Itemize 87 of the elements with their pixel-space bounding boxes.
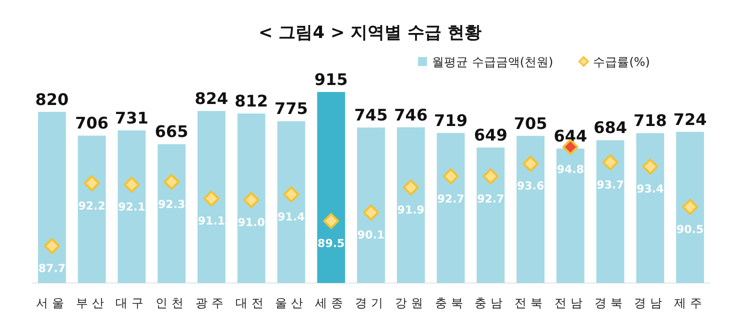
data-label: 824	[194, 88, 228, 108]
point	[363, 204, 379, 221]
x-tick-label: 제주	[674, 296, 706, 310]
data-label: 94.8	[556, 163, 584, 176]
data-label: 665	[154, 122, 188, 142]
x-tick-label: 울산	[275, 296, 308, 310]
data-label: 684	[594, 118, 627, 138]
data-label: 718	[633, 111, 667, 130]
x-tick-label: 부산	[76, 296, 108, 310]
data-label: 91.0	[238, 216, 266, 229]
point	[84, 175, 100, 192]
data-label: 719	[434, 110, 468, 130]
data-label: 812	[234, 92, 268, 110]
point	[482, 168, 499, 184]
data-label: 705	[514, 114, 548, 133]
point	[44, 238, 60, 254]
x-tick-label: 경기	[355, 296, 387, 310]
data-label: 92.1	[118, 200, 146, 214]
data-label: 649	[474, 126, 508, 145]
x-tick-label: 세종	[315, 296, 348, 310]
data-label: 92.7	[477, 192, 504, 206]
x-tick-label: 경북	[594, 296, 626, 310]
data-label: 915	[314, 70, 348, 89]
data-label: 93.6	[516, 180, 544, 193]
data-label: 745	[354, 105, 388, 124]
bar	[118, 130, 146, 283]
bar	[516, 136, 544, 283]
point	[203, 190, 220, 207]
bar	[38, 112, 66, 283]
data-label: 644	[554, 126, 588, 146]
legend-label: 수급률(%)	[593, 55, 650, 69]
point	[522, 156, 539, 172]
point	[642, 158, 658, 175]
data-label: 775	[274, 99, 308, 118]
bar	[198, 110, 226, 283]
x-tick-label: 전북	[514, 296, 547, 310]
point	[442, 168, 459, 184]
data-label: 724	[673, 110, 707, 129]
x-tick-label: 대구	[116, 296, 148, 310]
point	[323, 212, 340, 229]
x-tick-label: 충남	[474, 296, 507, 310]
x-tick-label: 전남	[554, 296, 586, 310]
data-label: 91.4	[278, 210, 306, 224]
chart-title: < 그림4 > 지역별 수급 현황	[258, 23, 482, 43]
data-label: 731	[115, 108, 148, 128]
point	[164, 174, 180, 190]
bar	[636, 133, 664, 283]
bar	[317, 92, 346, 283]
point	[682, 198, 698, 215]
x-tick-label: 충북	[434, 296, 467, 310]
bar	[277, 121, 306, 283]
point	[402, 179, 419, 196]
data-label: 89.5	[318, 236, 345, 250]
legend-label: 월평균 수급금액(천원)	[432, 55, 554, 69]
bar	[476, 148, 505, 283]
bar	[396, 127, 425, 283]
data-label: 90.5	[676, 222, 704, 236]
bar	[676, 132, 704, 283]
point	[124, 176, 140, 193]
point	[602, 154, 618, 170]
bar	[237, 114, 266, 283]
data-label: 90.1	[357, 228, 385, 242]
bar	[436, 132, 465, 283]
x-tick-label: 인천	[156, 296, 188, 310]
data-label: 92.7	[437, 192, 464, 206]
data-label: 91.9	[397, 203, 424, 216]
data-label: 706	[75, 114, 109, 133]
point	[283, 186, 300, 202]
data-label: 93.4	[636, 182, 664, 196]
x-tick-label: 대전	[235, 296, 268, 310]
bar	[596, 140, 624, 283]
point	[243, 192, 260, 208]
x-tick-label: 광주	[195, 296, 228, 310]
data-label: 820	[35, 90, 69, 109]
data-label: 93.7	[596, 178, 624, 192]
bar	[357, 127, 385, 283]
x-tick-label: 서울	[36, 296, 68, 310]
bar	[158, 144, 186, 283]
data-label: 92.3	[158, 198, 186, 211]
bar	[556, 148, 584, 283]
bar	[78, 136, 106, 283]
x-tick-label: 경남	[634, 296, 666, 310]
data-label: 87.7	[38, 262, 66, 275]
x-tick-label: 강원	[394, 296, 427, 310]
data-label: 91.1	[198, 214, 226, 228]
data-label: 746	[394, 105, 428, 124]
data-label: 92.2	[78, 199, 106, 212]
